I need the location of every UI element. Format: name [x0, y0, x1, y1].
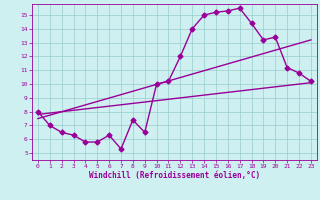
X-axis label: Windchill (Refroidissement éolien,°C): Windchill (Refroidissement éolien,°C) [89, 171, 260, 180]
